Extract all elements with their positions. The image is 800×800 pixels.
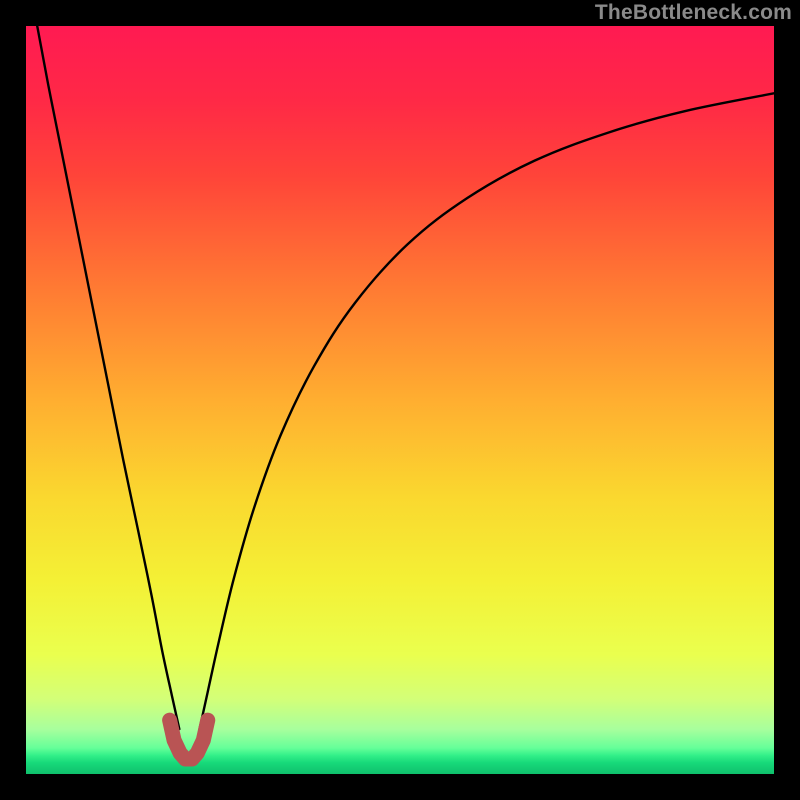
watermark-text: TheBottleneck.com xyxy=(595,0,792,26)
chart-frame: TheBottleneck.com xyxy=(0,0,800,800)
plot-area xyxy=(26,26,774,774)
chart-svg xyxy=(26,26,774,774)
chart-background xyxy=(26,26,774,774)
